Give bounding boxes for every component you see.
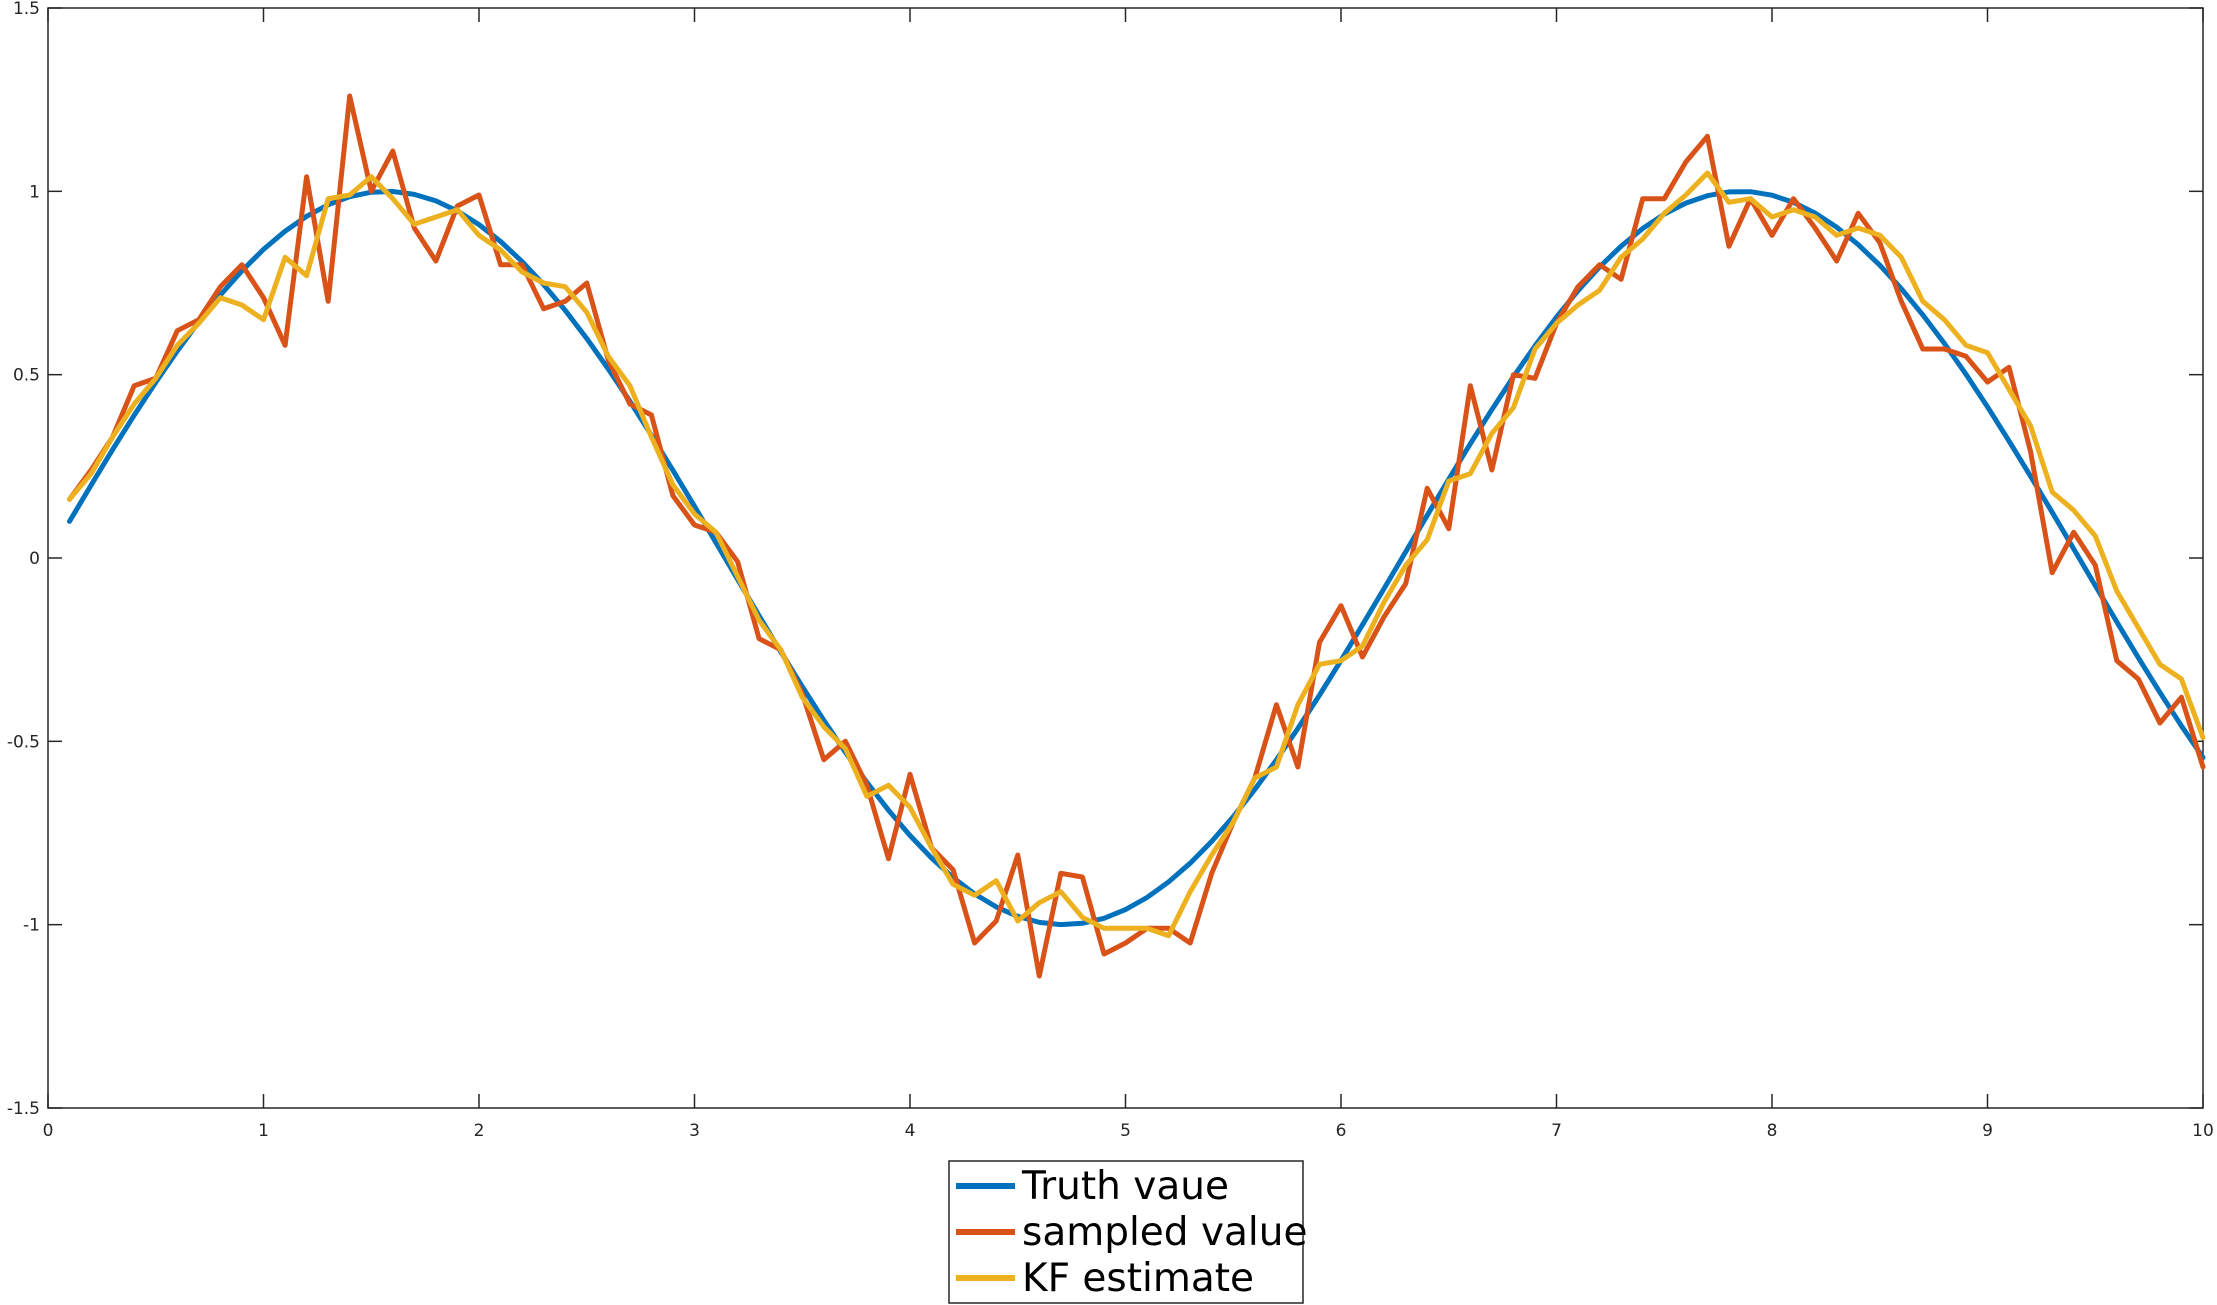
axes: 0 1 2 3 4 5 6 7 8 9 10 -1.5 -1 -0.5 0 0.5 1 1.5 [7,0,2214,1141]
legend-label-truth-vaue: Truth vaue [1021,1164,1229,1209]
x-tick-label: 2 [474,1121,485,1141]
y-tick-label: 0 [29,549,40,569]
x-tick-label: 4 [905,1121,916,1141]
y-axis-ticks: -1.5 -1 -0.5 0 0.5 1 1.5 [7,0,2203,1119]
y-tick-label: -0.5 [7,732,40,752]
x-tick-label: 3 [689,1121,700,1141]
x-axis-ticks: 0 1 2 3 4 5 6 7 8 9 10 [43,8,2214,1141]
x-tick-label: 1 [258,1121,269,1141]
x-tick-label: 5 [1120,1121,1131,1141]
series-layer [67,93,2206,979]
x-tick-label: 7 [1551,1121,1562,1141]
y-tick-label: 1 [29,182,40,202]
legend-label-sampled-value: sampled value [1022,1210,1307,1255]
y-tick-label: -1.5 [7,1099,40,1119]
y-tick-label: -1 [23,916,40,936]
legend-label-kf-estimate: KF estimate [1022,1256,1254,1301]
x-tick-label: 10 [2192,1121,2214,1141]
x-tick-label: 0 [43,1121,54,1141]
series-line-sampled-value [67,93,2206,979]
y-tick-label: 1.5 [13,0,40,19]
series-line-kf-estimate [67,170,2206,939]
x-tick-label: 9 [1982,1121,1993,1141]
x-tick-label: 6 [1336,1121,1347,1141]
x-tick-label: 8 [1767,1121,1778,1141]
y-tick-label: 0.5 [13,366,40,386]
series-line-truth-vaue [67,189,2206,928]
